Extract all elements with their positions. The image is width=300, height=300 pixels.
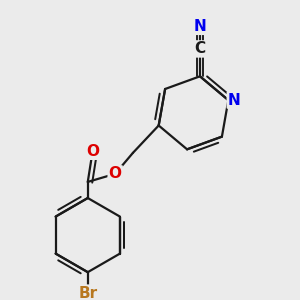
Text: Br: Br — [78, 286, 97, 300]
Text: C: C — [194, 41, 206, 56]
Text: O: O — [86, 144, 99, 159]
Text: N: N — [228, 93, 241, 108]
Text: N: N — [194, 19, 206, 34]
Text: O: O — [109, 166, 122, 181]
